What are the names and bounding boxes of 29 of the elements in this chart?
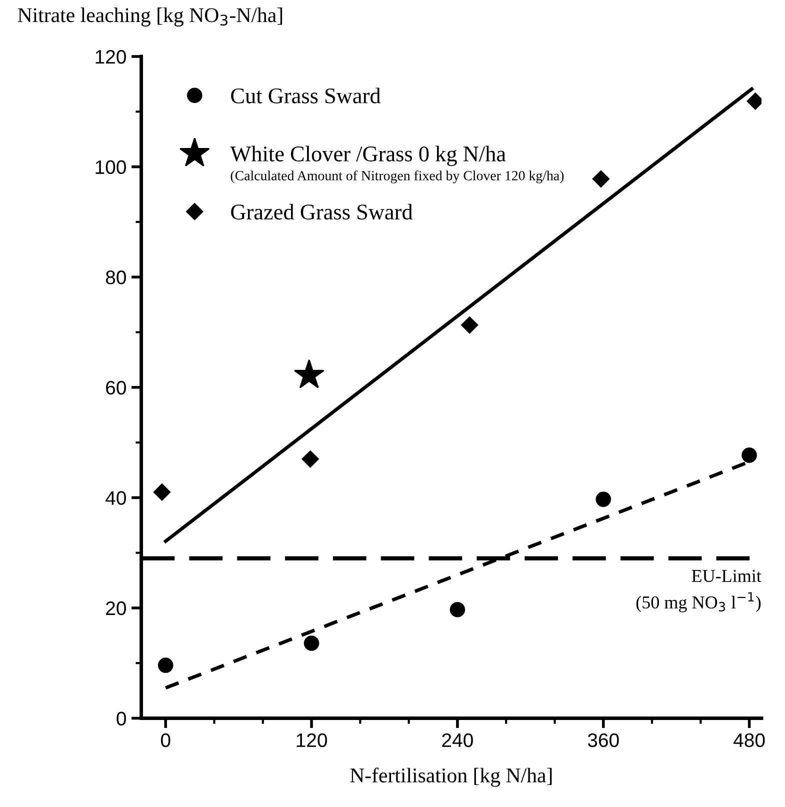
point xyxy=(294,359,324,388)
x-tick-label: 480 xyxy=(734,733,765,748)
y-tick-label: 80 xyxy=(106,270,126,284)
legend-label: Grazed Grass Sward xyxy=(231,204,413,220)
point xyxy=(302,450,319,468)
y-axis-title: Nitrate leaching [kg NO$_{3}$-N/ha] xyxy=(18,8,282,26)
point xyxy=(461,316,478,334)
y-tick-label: 40 xyxy=(106,491,126,505)
x-axis-title: N-fertilisation [kg N/ha] xyxy=(350,768,552,787)
x-tick-label: 360 xyxy=(588,733,619,748)
point xyxy=(592,170,610,188)
y-tick-label: 20 xyxy=(106,601,126,616)
point xyxy=(304,636,320,651)
ref-line-label: EU-Limit (50 mg NO$_{3}$ l$^{−1}$) xyxy=(636,570,762,612)
x-tick-label: 120 xyxy=(296,733,327,748)
y-tick-label: 120 xyxy=(96,50,126,64)
point xyxy=(742,448,757,463)
y-tick-label: 60 xyxy=(106,380,126,395)
point xyxy=(158,658,174,673)
point xyxy=(450,602,466,618)
point xyxy=(596,492,612,507)
point xyxy=(153,484,171,501)
x-tick-label: 240 xyxy=(442,733,473,748)
legend-label: White Clover /Grass 0 kg N/ha xyxy=(230,146,506,166)
x-tick-label: 0 xyxy=(160,733,170,748)
annotation: (Calculated Amount of Nitrogen fixed by Clover 120 kg/ha) xyxy=(230,170,564,184)
y-tick-label: 100 xyxy=(96,160,126,174)
y-tick-label: 0 xyxy=(116,712,126,726)
legend-label: Cut Grass Sward xyxy=(231,88,381,104)
